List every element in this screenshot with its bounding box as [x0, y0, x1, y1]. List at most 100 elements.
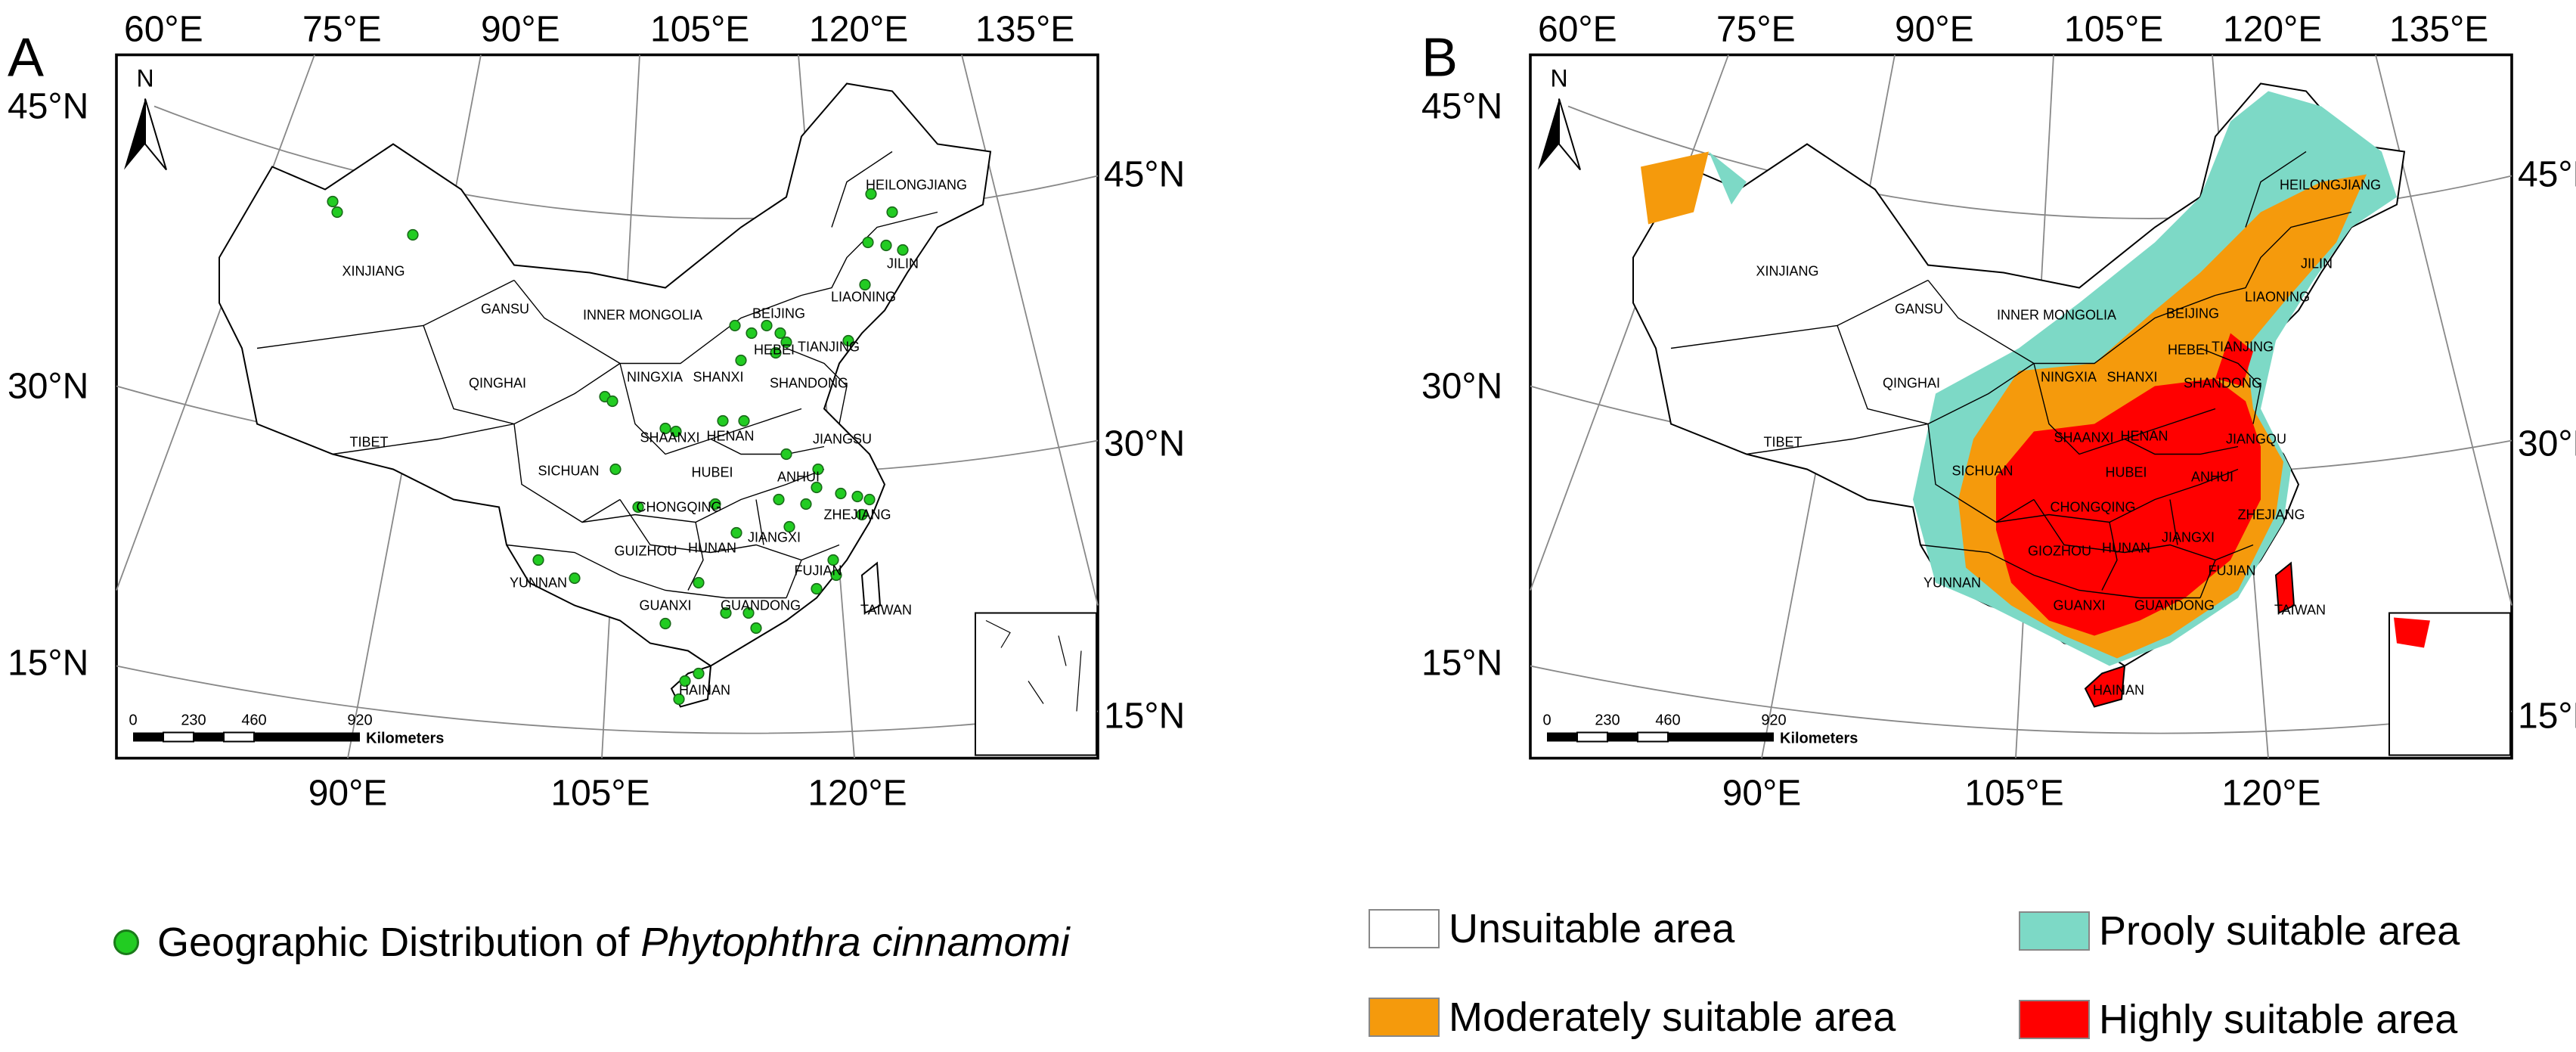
lon-label-top: 105°E [2064, 10, 2163, 50]
lat-label-right: 15°N [1104, 697, 1185, 737]
province-label: SHAANXI [640, 430, 699, 445]
province-label: HUBEI [691, 465, 733, 480]
scale-tick: 460 [241, 712, 266, 729]
lon-label-top: 75°E [1716, 10, 1796, 50]
province-label: GUANDONG [2134, 598, 2215, 613]
province-label: HUBEI [2105, 465, 2147, 480]
province-label: HEILONGJIANG [866, 178, 967, 193]
province-label: HUNAN [2102, 541, 2150, 556]
legend-swatch-moderately [1369, 998, 1440, 1037]
occurrence-point [800, 498, 812, 510]
occurrence-point [720, 607, 732, 619]
occurrence-point [773, 493, 785, 506]
scale-bar [133, 731, 360, 743]
map-a: A 60°E 75°E 90°E 105°E 120°E 135°E 90°E 105°E 120… [8, 10, 1185, 814]
occurrence-point [606, 395, 618, 408]
province-label: SHANDONG [770, 376, 848, 391]
province-label: HAINAN [2093, 683, 2144, 698]
province-label: GUIZHOU [615, 544, 677, 559]
province-label: HEBEI [754, 343, 795, 358]
scale-tick: 920 [1761, 712, 1786, 729]
lon-label-top: 90°E [1895, 10, 1974, 50]
lat-label-right: 15°N [2518, 697, 2576, 737]
lon-label-top: 90°E [481, 10, 560, 50]
occurrence-point [774, 327, 786, 340]
occurrence-point [811, 481, 823, 494]
province-label: HUNAN [688, 541, 736, 556]
lon-label-bottom: 90°E [1722, 774, 1802, 814]
lon-label-top: 120°E [809, 10, 908, 50]
occurrence-point [750, 622, 762, 635]
south-china-sea-inset [975, 612, 1097, 756]
map-frame [1529, 53, 2513, 760]
province-label: JILIN [887, 256, 919, 272]
panel-a: A 60°E 75°E 90°E 105°E 120°E 135°E 90°E 105°E 120… [0, 0, 1285, 1052]
occurrence-point [730, 526, 742, 539]
province-label: FUJIAN [795, 563, 842, 579]
highly-suitable-region [1996, 378, 2261, 636]
legend-swatch-poorly [2019, 911, 2090, 951]
legend-occurrence-text: Geographic Distribution of Phytophthra c… [157, 920, 1070, 965]
occurrence-point [746, 327, 758, 340]
occurrence-point [780, 448, 792, 461]
lon-label-bottom: 105°E [1964, 774, 2063, 814]
scale-unit: Kilometers [1780, 731, 1858, 747]
lat-label-right: 30°N [2518, 424, 2576, 464]
occurrence-point [632, 501, 644, 514]
province-label: QINGHAI [1883, 376, 1940, 391]
occurrence-point [880, 239, 892, 252]
province-label: TIANJING [798, 340, 860, 355]
lon-label-top: 135°E [2389, 10, 2488, 50]
province-label: JILIN [2301, 256, 2333, 272]
province-label: TAIWAN [860, 603, 912, 618]
province-label: TIBET [1763, 435, 1802, 450]
occurrence-point [709, 498, 721, 510]
occurrence-point [812, 463, 824, 476]
province-label: SHANXI [693, 370, 743, 385]
occurrence-point [331, 206, 343, 219]
occurrence-points [327, 188, 909, 706]
scale-tick: 460 [1655, 712, 1680, 729]
province-label: YUNNAN [510, 576, 567, 591]
lat-label-right: 30°N [1104, 424, 1185, 464]
province-label: HAINAN [679, 683, 730, 698]
occurrence-point [659, 422, 671, 435]
occurrence-point [827, 554, 839, 566]
province-label: CHONGQING [2050, 500, 2135, 515]
province-label: HENAN [706, 429, 754, 444]
province-label: JIANGSU [813, 432, 872, 447]
province-label: QINGHAI [469, 376, 526, 391]
province-label: JIANGXI [748, 530, 801, 545]
occurrence-point [717, 414, 729, 427]
occurrence-point [569, 572, 581, 585]
province-label: FUJIAN [2209, 563, 2256, 579]
lat-label-left: 45°N [1421, 87, 1502, 127]
map-frame [115, 53, 1099, 760]
province-label: ZHEJIANG [823, 507, 891, 523]
province-label: SICHUAN [538, 464, 599, 479]
legend-unsuitable: Unsuitable area [1369, 905, 1734, 952]
province-label: ZHEJIANG [2237, 507, 2305, 523]
occurrence-point [897, 244, 909, 256]
occurrence-point [863, 493, 876, 506]
occurrence-dot-icon [113, 929, 139, 955]
lat-label-left: 30°N [8, 367, 88, 407]
lon-label-top: 135°E [975, 10, 1074, 50]
province-label: GIOZHOU [2028, 544, 2091, 559]
occurrence-point [842, 334, 854, 347]
province-label: TIANJING [2212, 340, 2274, 355]
panel-letter: B [1421, 28, 1458, 88]
occurrence-point [865, 188, 877, 200]
province-label: INNER MONGOLIA [1997, 308, 2116, 323]
province-label: NINGXIA [627, 370, 683, 385]
north-label: N [136, 65, 153, 92]
lon-label-bottom: 120°E [2221, 774, 2320, 814]
scale-tick: 0 [1542, 712, 1551, 729]
province-label: CHONGQING [636, 500, 721, 515]
province-label: TIBET [349, 435, 388, 450]
legend-swatch-unsuitable [1369, 909, 1440, 948]
province-label: HEBEI [2168, 343, 2209, 358]
lon-label-top: 60°E [124, 10, 203, 50]
legend-swatch-highly [2019, 1000, 2090, 1039]
province-label: JIANGQU [2226, 432, 2286, 447]
